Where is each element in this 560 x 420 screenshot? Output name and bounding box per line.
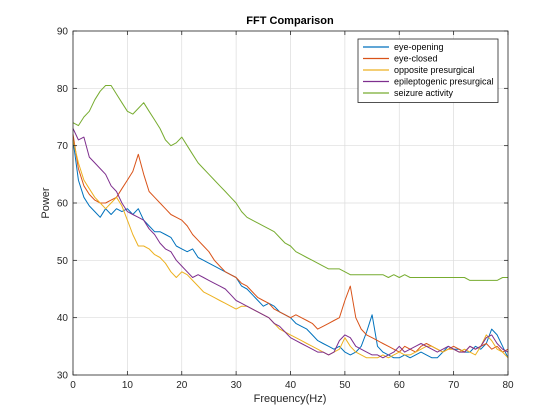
x-tick-label: 50 — [339, 380, 351, 391]
chart-title: FFT Comparison — [246, 15, 334, 27]
y-tick-label: 80 — [57, 84, 69, 95]
x-tick-label: 80 — [502, 380, 514, 391]
x-tick-label: 10 — [122, 380, 134, 391]
series-line-opposite-presurgical — [72, 139, 509, 359]
y-tick-label: 30 — [57, 371, 69, 382]
y-axis-label: Power — [40, 187, 52, 219]
series-line-seizure-activity — [72, 85, 508, 281]
legend-box — [357, 38, 499, 103]
x-tick-label: 40 — [285, 380, 297, 391]
legend-label-seizure-activity: seizure activity — [394, 88, 454, 98]
legend-label-epileptogenic-presurgical: epileptogenic presurgical — [394, 77, 494, 87]
legend-label-opposite-presurgical: opposite presurgical — [394, 65, 475, 75]
series-lines — [72, 85, 509, 359]
x-tick-label: 20 — [176, 380, 188, 391]
y-tick-label: 70 — [57, 141, 69, 152]
x-tick-label: 30 — [231, 380, 243, 391]
legend-label-eye-closed: eye-closed — [394, 54, 438, 64]
legend-label-eye-opening: eye-opening — [394, 42, 444, 52]
x-axis-label: Frequency(Hz) — [254, 393, 327, 405]
series-line-epileptogenic-presurgical — [72, 128, 509, 359]
y-tick-label: 90 — [57, 27, 69, 38]
y-tick-label: 50 — [57, 256, 69, 267]
axis-ticks: 0 10 20 30 40 50 60 70 80 30 40 50 60 70 80 90 — [57, 27, 514, 392]
y-tick-label: 60 — [57, 199, 69, 210]
y-tick-label: 40 — [57, 313, 69, 324]
x-tick-label: 60 — [394, 380, 406, 391]
x-tick-label: 0 — [70, 380, 76, 391]
x-tick-label: 70 — [448, 380, 460, 391]
